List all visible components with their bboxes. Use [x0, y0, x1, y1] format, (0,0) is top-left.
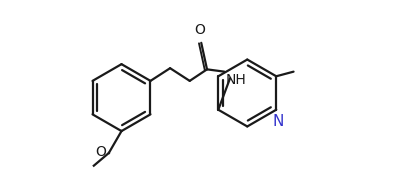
Text: O: O	[195, 23, 206, 37]
Text: N: N	[272, 114, 284, 129]
Text: O: O	[95, 145, 106, 159]
Text: NH: NH	[226, 73, 246, 87]
